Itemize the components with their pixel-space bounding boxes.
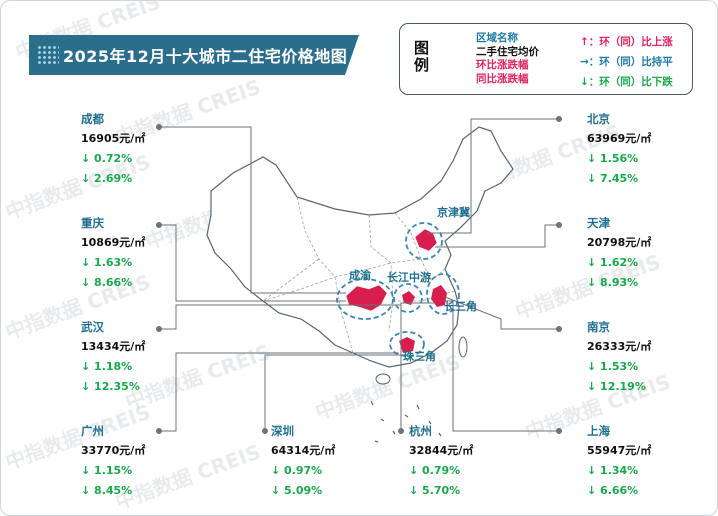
city-name: 南京 [587,320,610,334]
city-mom: ↓ 0.72% [81,152,133,165]
city-price: 13434元/㎡ [81,340,146,353]
city-name: 上海 [587,424,610,438]
title-dots [37,45,59,65]
region-label-jingjinji: 京津冀 [437,206,470,219]
page-title: 2025年12月十大城市二住宅价格地图 [63,47,348,66]
city-yoy: ↓ 5.09% [271,484,323,497]
legend-rise: ↑：环（同）比上涨 [580,36,673,48]
zhusanjiao-area [399,337,415,353]
city-yoy: ↓ 6.66% [587,484,639,497]
city-shenzhen: 深圳 64314元/㎡ ↓ 0.97% ↓ 5.09% [271,421,361,501]
city-hangzhou: 杭州 32844元/㎡ ↓ 0.79% ↓ 5.70% [409,421,499,501]
city-price: 64314元/㎡ [271,444,336,457]
south-sea-islands [370,400,442,443]
city-yoy: ↓ 8.66% [81,276,133,289]
city-guangzhou: 广州 33770元/㎡ ↓ 1.15% ↓ 8.45% [81,421,171,501]
city-mom: ↓ 1.15% [81,464,133,477]
legend-fall: ↓：环（同）比下跌 [580,76,673,88]
region-label-changjiang: 长江中游 [387,271,431,284]
jingjinji-area [414,228,438,252]
legend-flat: →：环（同）比持平 [580,56,673,68]
region-circle-chengyu [336,278,394,320]
region-label-zhusanjiao: 珠三角 [403,350,436,363]
city-price: 55947元/㎡ [587,444,652,457]
city-mom: ↓ 1.53% [587,360,639,373]
city-mom: ↓ 1.34% [587,464,639,477]
city-yoy: ↓ 8.93% [587,276,639,289]
city-wuhan: 武汉 13434元/㎡ ↓ 1.18% ↓ 12.35% [81,317,171,397]
city-name: 重庆 [81,216,104,230]
city-name: 武汉 [81,320,104,334]
taiwan-island [458,336,468,358]
legend-title: 图例 [414,39,430,74]
region-circle-changjiang [393,283,423,313]
legend-box: 图例 区域名称 二手住宅均价 环比涨跌幅 同比涨跌幅 ↑：环（同）比上涨 →：环… [399,23,693,95]
legend-region-name: 区域名称 [476,32,518,44]
city-name: 广州 [81,424,104,438]
city-price: 16905元/㎡ [81,132,146,145]
city-price: 32844元/㎡ [409,444,474,457]
city-yoy: ↓ 5.70% [409,484,461,497]
title-banner: 2025年12月十大城市二住宅价格地图 [29,35,359,81]
city-price: 63969元/㎡ [587,132,652,145]
city-shanghai: 上海 55947元/㎡ ↓ 1.34% ↓ 6.66% [587,421,677,501]
city-price: 20798元/㎡ [587,236,652,249]
city-name: 北京 [587,112,610,126]
region-label-changsanjiao: 长三角 [444,300,477,313]
city-beijing: 北京 63969元/㎡ ↓ 1.56% ↓ 7.45% [587,109,677,189]
city-name: 成都 [81,112,104,126]
city-price: 33770元/㎡ [81,444,146,457]
city-price: 26333元/㎡ [587,340,652,353]
city-yoy: ↓ 12.19% [587,380,646,393]
region-circle-zhusanjiao [389,331,425,357]
region-label-chengyu: 成渝 [349,269,371,282]
city-nanjing: 南京 26333元/㎡ ↓ 1.53% ↓ 12.19% [587,317,677,397]
city-mom: ↓ 1.18% [81,360,133,373]
city-mom: ↓ 1.63% [81,256,133,269]
city-mom: ↓ 1.62% [587,256,639,269]
title-bar [29,35,359,75]
city-yoy: ↓ 7.45% [587,172,639,185]
city-name: 深圳 [271,424,294,438]
leader-lines [156,116,562,434]
city-chongqing: 重庆 10869元/㎡ ↓ 1.63% ↓ 8.66% [81,213,171,293]
city-tianjin: 天津 20798元/㎡ ↓ 1.62% ↓ 8.93% [587,213,677,293]
city-mom: ↓ 0.97% [271,464,323,477]
region-circle-jingjinji [405,222,443,260]
city-chengdu: 成都 16905元/㎡ ↓ 0.72% ↓ 2.69% [81,109,171,189]
city-mom: ↓ 0.79% [409,464,461,477]
legend-labels: 区域名称 二手住宅均价 环比涨跌幅 同比涨跌幅 [476,32,539,86]
hainan-island [375,373,391,385]
city-yoy: ↓ 12.35% [81,380,140,393]
city-price: 10869元/㎡ [81,236,146,249]
changjiang-area [402,291,415,305]
city-mom: ↓ 1.56% [587,152,639,165]
legend-yoy-change: 同比涨跌幅 [476,72,529,85]
region-circle-changsanjiao [426,273,460,315]
city-name: 天津 [587,216,610,230]
city-yoy: ↓ 2.69% [81,172,133,185]
city-yoy: ↓ 8.45% [81,484,133,497]
city-name: 杭州 [409,424,432,438]
legend-avg-price: 二手住宅均价 [476,45,539,58]
changsanjiao-area [431,285,447,307]
legend-mom-change: 环比涨跌幅 [476,59,529,71]
legend-arrows: ↑：环（同）比上涨 →：环（同）比持平 ↓：环（同）比下跌 [580,32,673,92]
